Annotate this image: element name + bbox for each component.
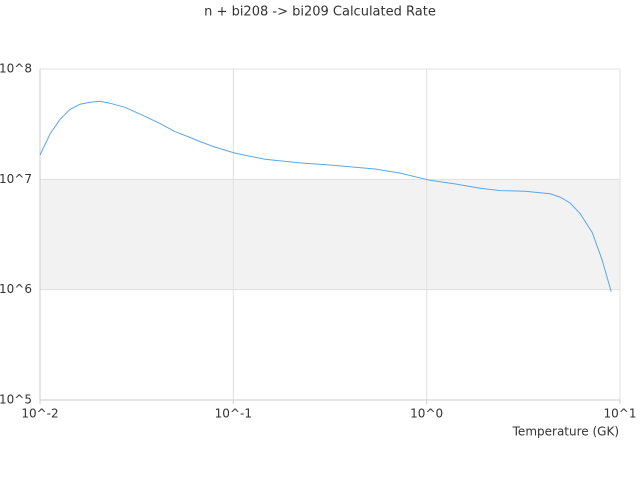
y-tick-label: 10^5 — [0, 393, 32, 407]
x-tick-label: 10^1 — [604, 407, 637, 421]
line-series — [39, 100, 612, 292]
x-tick-label: 10^-2 — [21, 407, 58, 421]
y-tick-label: 10^8 — [0, 62, 32, 76]
y-tick-label: 10^6 — [0, 282, 32, 296]
x-axis-label: Temperature (GK) — [512, 425, 619, 439]
plot-band — [40, 179, 620, 290]
x-tick-label: 10^-1 — [215, 407, 252, 421]
chart-title: n + bi208 -> bi209 Calculated Rate — [204, 5, 436, 20]
y-tick-label: 10^7 — [0, 172, 32, 186]
x-tick-label: 10^0 — [410, 407, 443, 421]
